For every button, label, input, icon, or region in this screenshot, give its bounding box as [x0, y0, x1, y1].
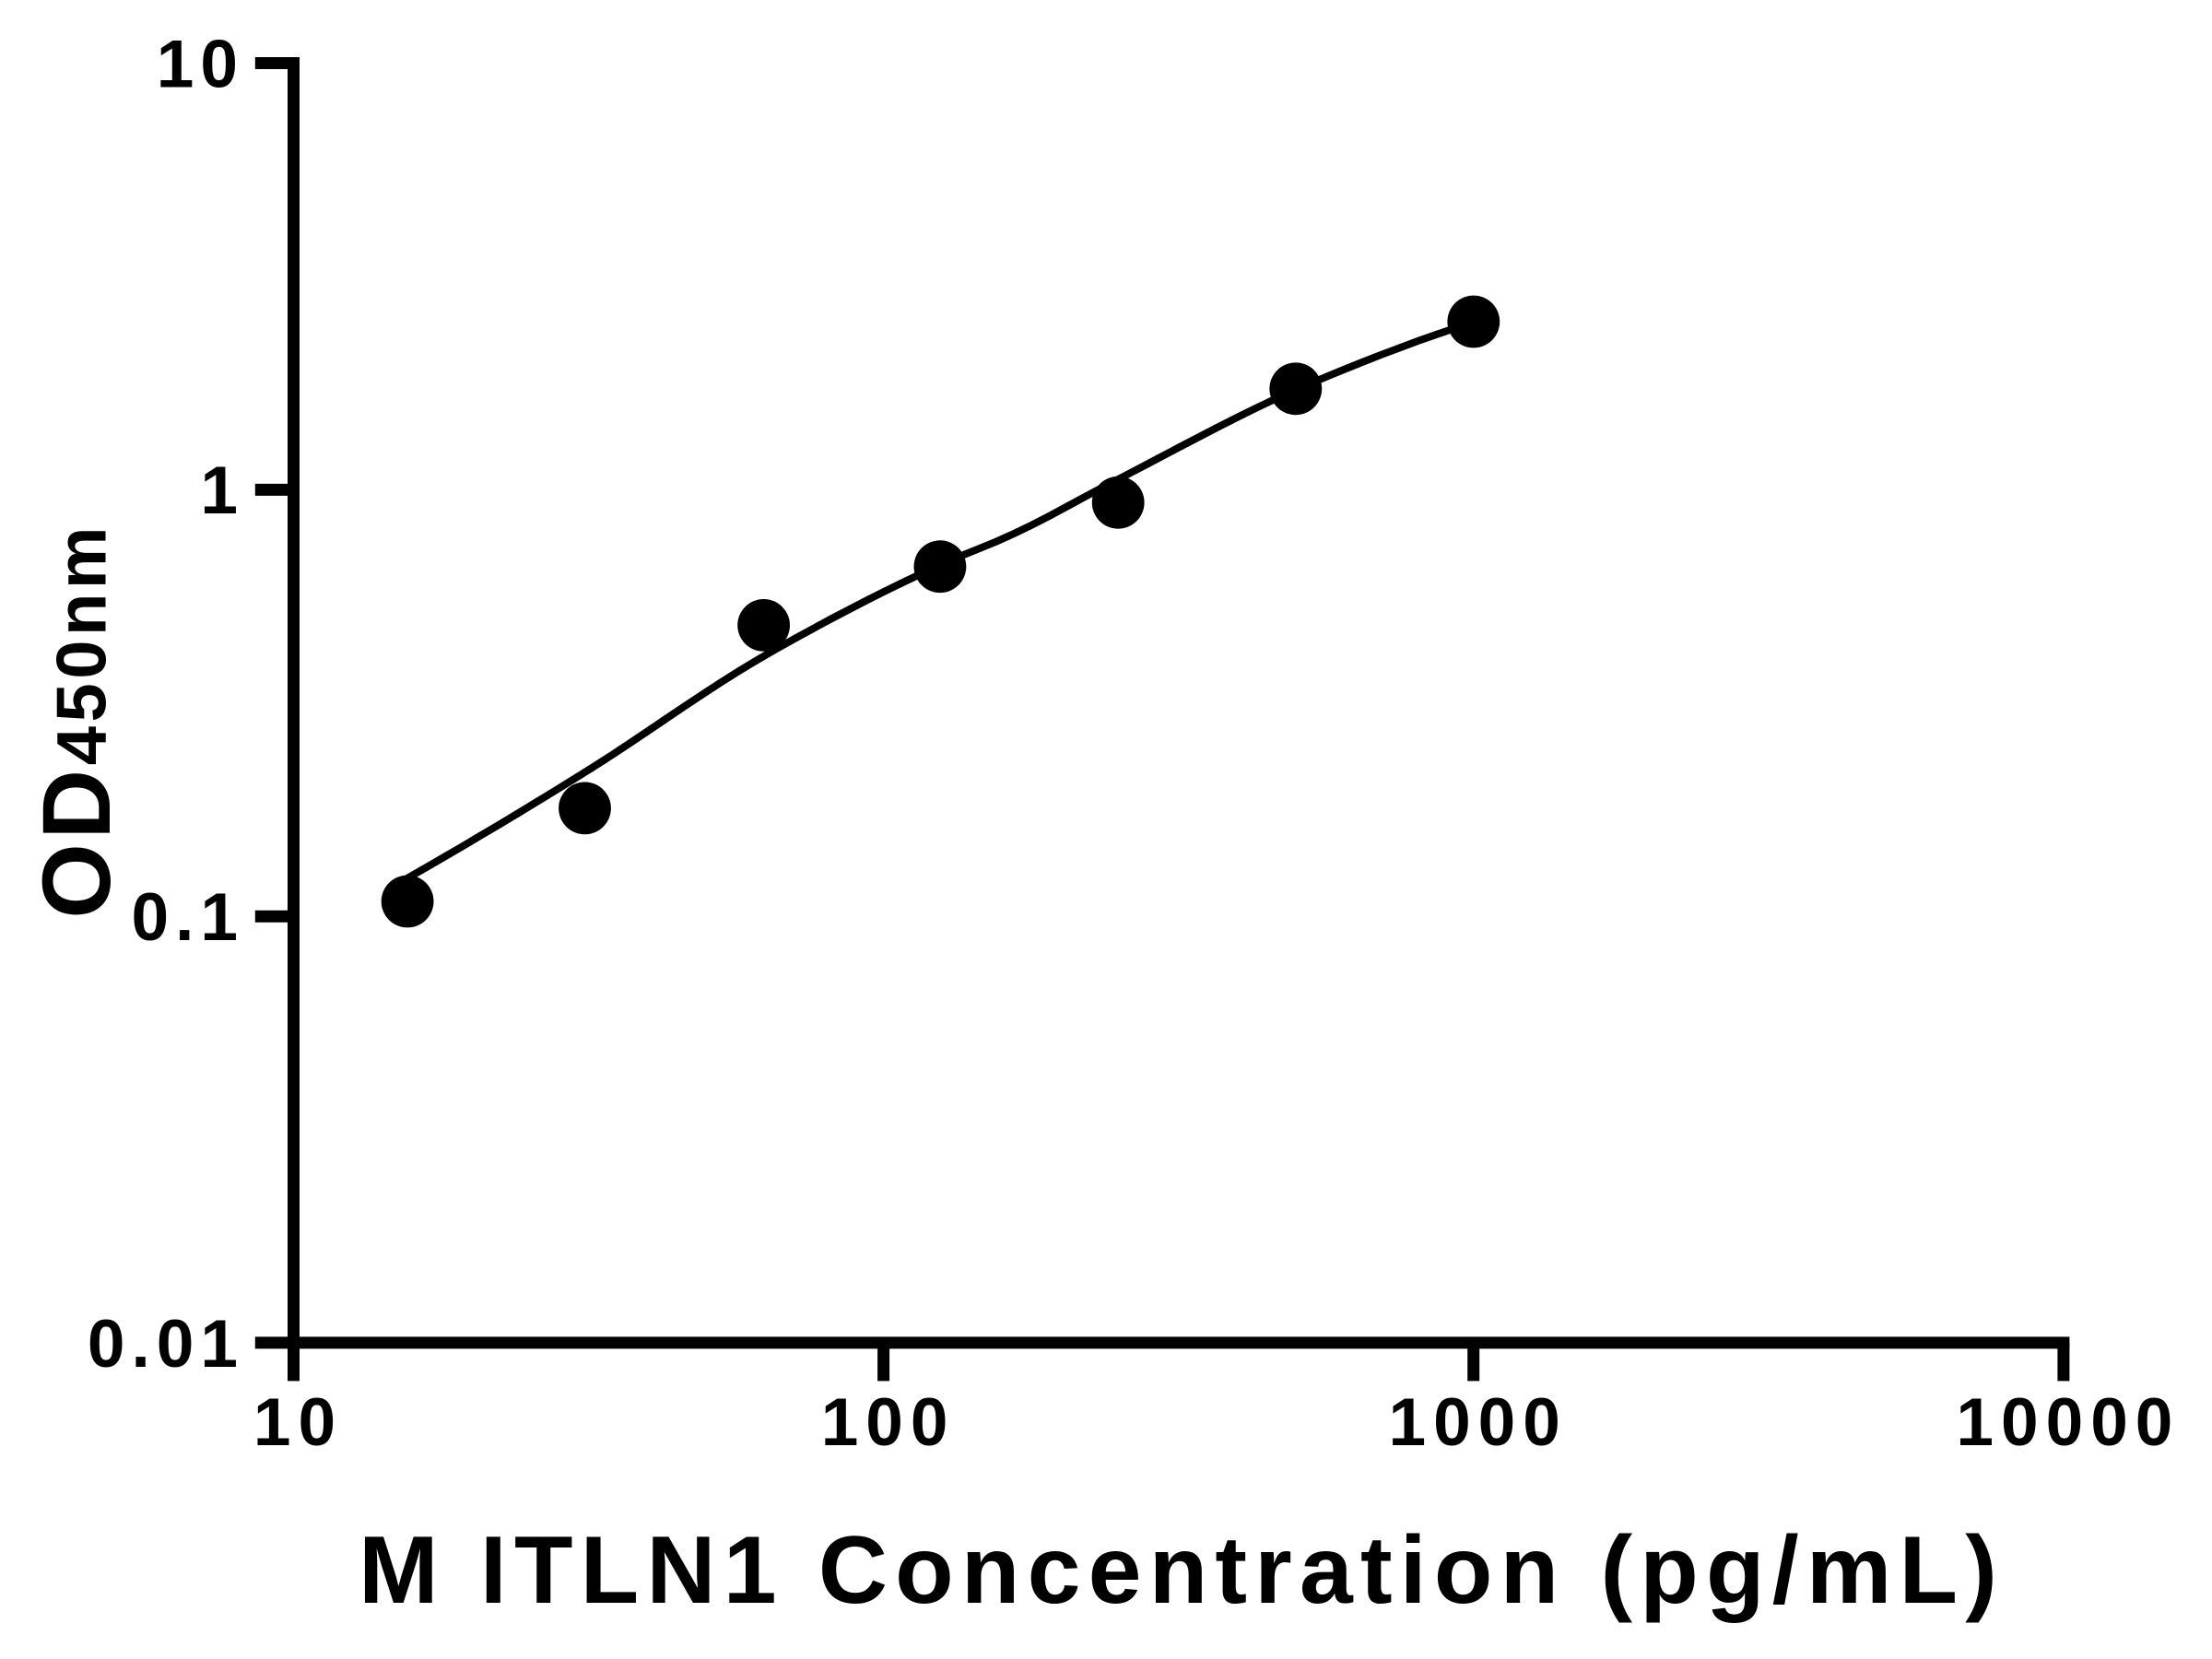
svg-text:10: 10	[253, 1385, 343, 1460]
svg-text:10000: 10000	[1956, 1385, 2180, 1460]
svg-text:100: 100	[821, 1385, 956, 1460]
svg-text:0.1: 0.1	[132, 880, 244, 955]
svg-text:10: 10	[157, 27, 244, 101]
svg-text:1: 1	[200, 453, 244, 528]
svg-text:M ITLN1 Concentration (pg/mL): M ITLN1 Concentration (pg/mL)	[359, 1517, 2005, 1624]
svg-text:0.01: 0.01	[88, 1307, 244, 1382]
svg-text:1000: 1000	[1388, 1385, 1567, 1460]
